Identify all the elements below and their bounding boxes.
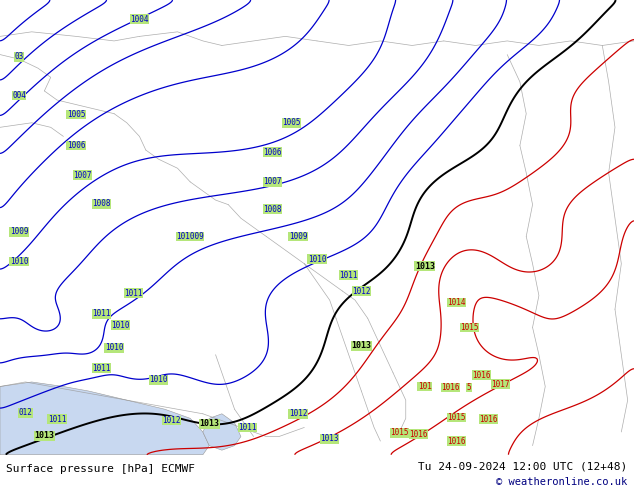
Text: 1010: 1010 xyxy=(111,320,130,330)
Text: 5: 5 xyxy=(467,383,472,392)
Text: 004: 004 xyxy=(12,91,26,100)
Text: © weatheronline.co.uk: © weatheronline.co.uk xyxy=(496,477,628,487)
Text: 1004: 1004 xyxy=(130,15,149,24)
Text: 03: 03 xyxy=(15,52,23,61)
Text: 1016: 1016 xyxy=(472,370,491,380)
Text: 1015: 1015 xyxy=(447,413,466,422)
Text: 1010: 1010 xyxy=(149,375,168,384)
Text: 1010: 1010 xyxy=(10,257,29,266)
Text: 1008: 1008 xyxy=(92,199,111,208)
Text: 1011: 1011 xyxy=(339,270,358,280)
Text: 1011: 1011 xyxy=(92,309,111,318)
Text: 1007: 1007 xyxy=(73,171,92,179)
Text: 1010: 1010 xyxy=(307,255,327,264)
Polygon shape xyxy=(0,382,209,455)
Text: 1012: 1012 xyxy=(352,287,371,295)
Text: 1011: 1011 xyxy=(92,364,111,373)
Text: 1012: 1012 xyxy=(288,409,307,418)
Text: 1013: 1013 xyxy=(199,419,219,428)
Text: 1013: 1013 xyxy=(320,434,339,443)
Text: 1009: 1009 xyxy=(10,227,29,236)
Text: 1013: 1013 xyxy=(351,341,372,350)
Text: 012: 012 xyxy=(18,408,32,417)
Text: 1006: 1006 xyxy=(263,148,282,157)
Text: 1016: 1016 xyxy=(409,430,428,439)
Text: 101: 101 xyxy=(418,382,432,391)
Text: 1013: 1013 xyxy=(415,262,435,270)
Text: 1015: 1015 xyxy=(390,428,409,438)
Text: 1017: 1017 xyxy=(491,380,510,389)
Text: 1005: 1005 xyxy=(282,118,301,127)
Text: 101009: 101009 xyxy=(176,232,204,241)
Text: 1011: 1011 xyxy=(238,423,257,432)
Text: 1015: 1015 xyxy=(460,323,479,332)
Text: 1010: 1010 xyxy=(105,343,124,352)
Polygon shape xyxy=(203,414,241,450)
Text: 1007: 1007 xyxy=(263,177,282,186)
Text: 1009: 1009 xyxy=(288,232,307,241)
Text: 1016: 1016 xyxy=(447,437,466,445)
Text: 1011: 1011 xyxy=(124,289,143,298)
Text: 1011: 1011 xyxy=(48,415,67,424)
Text: 1016: 1016 xyxy=(479,415,498,424)
Text: 1014: 1014 xyxy=(447,298,466,307)
Text: Surface pressure [hPa] ECMWF: Surface pressure [hPa] ECMWF xyxy=(6,464,195,474)
Text: Tu 24-09-2024 12:00 UTC (12+48): Tu 24-09-2024 12:00 UTC (12+48) xyxy=(418,461,628,471)
Text: 1012: 1012 xyxy=(162,416,181,425)
Text: 1005: 1005 xyxy=(67,110,86,119)
Text: 1016: 1016 xyxy=(441,383,460,392)
Text: 1008: 1008 xyxy=(263,205,282,214)
Text: 1013: 1013 xyxy=(34,431,55,440)
Text: 1006: 1006 xyxy=(67,141,86,150)
